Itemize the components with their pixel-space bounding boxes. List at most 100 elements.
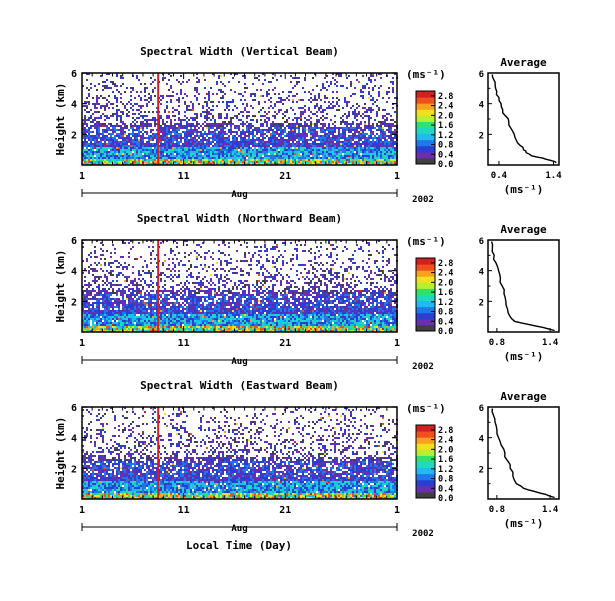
y-tick-label: 6	[71, 69, 77, 80]
x-tick-label: 21	[279, 171, 291, 182]
colorbar-tick-label: 1.6	[438, 455, 453, 465]
colorbar-tick-label: 0.4	[438, 150, 453, 160]
average-y-tick-label: 4	[479, 101, 485, 111]
average-y-tick-label: 4	[479, 268, 485, 278]
y-tick-label: 2	[71, 464, 77, 475]
panel-frame-2	[81, 239, 398, 333]
x-axis-label: Local Time (Day)	[186, 539, 292, 552]
colorbar-tick-label: 1.6	[438, 288, 453, 298]
colorbar-tick-label: 0.0	[438, 494, 453, 504]
colorbar-tick-label: 2.8	[438, 426, 453, 436]
spike-streak	[157, 240, 160, 332]
average-frame	[487, 239, 560, 333]
colorbar-unit: (ms⁻¹)	[406, 402, 446, 415]
average-x-tick-label: 1.4	[542, 505, 559, 515]
y-tick-label: 2	[71, 297, 77, 308]
colorbar-tick-label: 0.0	[438, 327, 453, 337]
average-title: Average	[500, 390, 547, 403]
colorbar-1: 0.00.40.81.21.62.02.42.8	[415, 90, 453, 170]
average-x-tick-label: 1.4	[542, 338, 559, 348]
average-y-tick-label: 6	[479, 70, 484, 80]
panel-title-3: Spectral Width (Eastward Beam)	[140, 379, 339, 392]
x-tick-label: 21	[279, 505, 291, 516]
average-x-tick-label: 0.4	[491, 171, 508, 181]
average-profile-line	[491, 74, 557, 164]
heatmap-panel-3	[82, 407, 398, 499]
colorbar-tick-label: 0.8	[438, 308, 453, 318]
y-tick-label: 4	[71, 100, 77, 111]
heatmap-panel-2	[82, 240, 398, 332]
colorbar-tick-label: 2.0	[438, 445, 453, 455]
colorbar-tick-label: 2.4	[438, 436, 453, 446]
panel-title-1: Spectral Width (Vertical Beam)	[140, 45, 339, 58]
y-axis-label: Height (km)	[54, 83, 67, 156]
colorbar-3: 0.00.40.81.21.62.02.42.8	[415, 424, 453, 504]
panel-frame-1	[81, 72, 398, 166]
x-tick-label: 1	[79, 505, 85, 516]
x-tick-label: 1	[79, 338, 85, 349]
average-y-tick-label: 4	[479, 435, 485, 445]
x-tick-label: 1	[394, 171, 400, 182]
colorbar-tick-label: 0.0	[438, 160, 453, 170]
average-y-tick-label: 6	[479, 404, 484, 414]
spike-streak	[157, 73, 160, 165]
axes-layer: Spectral Width (Vertical Beam) Height (km…	[54, 45, 562, 539]
y-tick-label: 2	[71, 130, 77, 141]
spike-streak	[157, 407, 160, 499]
colorbar-tick-label: 1.2	[438, 298, 453, 308]
y-tick-label: 6	[71, 236, 77, 247]
average-x-label: (ms⁻¹)	[504, 350, 544, 363]
average-x-label: (ms⁻¹)	[504, 517, 544, 530]
y-tick-label: 4	[71, 267, 77, 278]
average-frame	[487, 406, 560, 500]
y-tick-label: 6	[71, 403, 77, 414]
heatmap-panel-1	[82, 73, 398, 165]
average-x-tick-label: 0.8	[489, 505, 505, 515]
average-x-tick-label: 1.4	[545, 171, 562, 181]
colorbar-tick-label: 2.0	[438, 278, 453, 288]
colorbar-tick-label: 1.6	[438, 121, 453, 131]
average-frame	[487, 72, 560, 166]
colorbar-unit: (ms⁻¹)	[406, 235, 446, 248]
x-tick-label: 1	[79, 171, 85, 182]
x-tick-label: 21	[279, 338, 291, 349]
colorbar-tick-label: 2.4	[438, 269, 453, 279]
panel-frame-3	[81, 406, 398, 500]
colorbar-tick-label: 1.2	[438, 131, 453, 141]
average-y-tick-label: 2	[479, 131, 484, 141]
average-title: Average	[500, 223, 547, 236]
average-y-tick-label: 2	[479, 298, 484, 308]
month-label: Aug	[231, 524, 247, 534]
colorbar-2: 0.00.40.81.21.62.02.42.8	[415, 257, 453, 337]
average-y-tick-label: 2	[479, 465, 484, 475]
y-tick-label: 4	[71, 434, 77, 445]
colorbar-tick-label: 1.2	[438, 465, 453, 475]
y-axis-label: Height (km)	[54, 250, 67, 323]
colorbar-tick-label: 2.8	[438, 259, 453, 269]
heatmap-layer	[82, 73, 398, 499]
colorbar-tick-label: 0.4	[438, 484, 453, 494]
month-label: Aug	[231, 357, 247, 367]
colorbar-tick-label: 2.0	[438, 111, 453, 121]
average-title: Average	[500, 56, 547, 69]
colorbar-tick-label: 0.8	[438, 141, 453, 151]
average-profile-line	[491, 408, 555, 499]
average-x-tick-label: 0.8	[489, 338, 505, 348]
y-axis-label: Height (km)	[54, 417, 67, 490]
colorbar-tick-label: 0.8	[438, 475, 453, 485]
average-x-label: (ms⁻¹)	[504, 183, 544, 196]
x-tick-label: 1	[394, 338, 400, 349]
average-y-tick-label: 6	[479, 237, 484, 247]
x-tick-label: 11	[178, 338, 190, 349]
panel-title-2: Spectral Width (Northward Beam)	[137, 212, 342, 225]
year-label: 2002	[412, 195, 434, 205]
x-tick-label: 11	[178, 171, 190, 182]
colorbar-tick-label: 2.8	[438, 92, 453, 102]
year-label: 2002	[412, 529, 434, 539]
average-profile-line	[490, 241, 555, 332]
x-tick-label: 1	[394, 505, 400, 516]
month-label: Aug	[231, 190, 247, 200]
colorbar-unit: (ms⁻¹)	[406, 68, 446, 81]
colorbar-tick-label: 2.4	[438, 102, 453, 112]
